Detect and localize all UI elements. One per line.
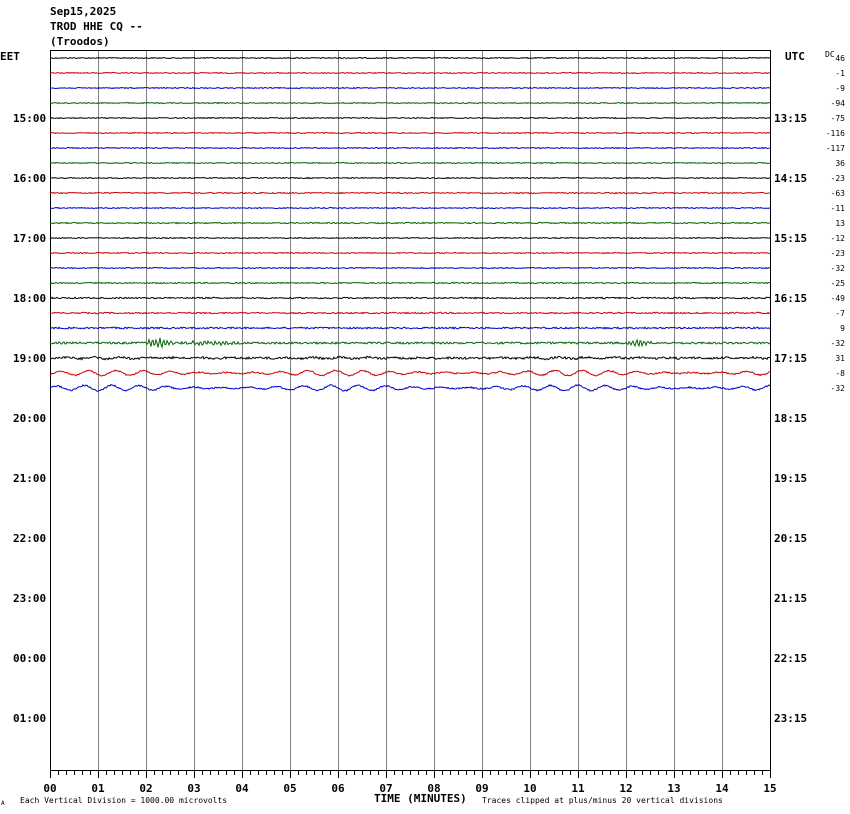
trace-line [49, 281, 771, 285]
dc-offset-label: 36 [835, 159, 845, 168]
dc-offset-label: -8 [835, 369, 845, 378]
trace-line [49, 56, 771, 60]
trace-line [49, 101, 771, 105]
dc-offset-label: -7 [835, 309, 845, 318]
dc-offset-label: -11 [831, 204, 846, 213]
vertical-division-note: Each Vertical Division = 1000.00 microvo… [20, 796, 228, 805]
left-hour-label: 22:00 [13, 532, 46, 545]
dc-offset-label: -32 [831, 264, 846, 273]
dc-offset-label: 13 [835, 219, 845, 228]
x-tick-label: 05 [283, 782, 296, 795]
right-hour-label: 21:15 [774, 592, 807, 605]
x-tick-label: 14 [715, 782, 729, 795]
trace-line [49, 296, 771, 300]
dc-offset-label: -32 [831, 339, 846, 348]
dc-offset-label: -12 [831, 234, 846, 243]
left-timezone-label: EET [0, 50, 20, 63]
x-tick-label: 13 [667, 782, 680, 795]
trace-line [49, 191, 771, 195]
dc-offset-label: -49 [831, 294, 846, 303]
right-hour-label: 20:15 [774, 532, 807, 545]
dc-offset-label: 9 [840, 324, 845, 333]
x-tick-label: 08 [427, 782, 440, 795]
x-tick-label: 04 [235, 782, 249, 795]
x-tick-label: 00 [43, 782, 56, 795]
dc-offset-label: -94 [831, 99, 846, 108]
x-tick-label: 06 [331, 782, 345, 795]
right-hour-label: 22:15 [774, 652, 807, 665]
trace-line [49, 251, 771, 255]
trace-line [49, 236, 771, 240]
dc-offset-label: -23 [831, 249, 846, 258]
dc-offset-label: -75 [831, 114, 846, 123]
trace-line [49, 206, 771, 210]
trace-line [49, 383, 771, 392]
trace-line [49, 176, 771, 180]
trace-line [49, 355, 771, 361]
dc-offset-label: -1 [835, 69, 845, 78]
right-hour-label: 14:15 [774, 172, 807, 185]
left-hour-label: 15:00 [13, 112, 46, 125]
seismic-traces [49, 56, 771, 392]
left-hour-label: 23:00 [13, 592, 46, 605]
dc-offset-label: 46 [835, 54, 845, 63]
left-hour-label: 21:00 [13, 472, 46, 485]
left-hour-label: 20:00 [13, 412, 46, 425]
station-location: (Troodos) [50, 35, 110, 48]
dc-offset-label: -25 [831, 279, 846, 288]
right-hour-label: 13:15 [774, 112, 807, 125]
x-axis-ticks [50, 770, 771, 778]
dc-offset-label: -23 [831, 174, 846, 183]
dc-offset-label: -117 [826, 144, 845, 153]
trace-line [49, 311, 771, 315]
dc-offset-label: -63 [831, 189, 846, 198]
left-hour-label: 18:00 [13, 292, 46, 305]
trace-line [49, 146, 771, 150]
dc-offset-label: -116 [826, 129, 845, 138]
dc-offset-label: -32 [831, 384, 846, 393]
corner-mark: A [1, 800, 5, 807]
dc-offset-label: 31 [835, 354, 845, 363]
x-tick-label: 09 [475, 782, 488, 795]
x-tick-label: 03 [187, 782, 200, 795]
trace-line [49, 369, 771, 377]
x-tick-label: 15 [763, 782, 776, 795]
axis-labels: 00 01 02 03 04 05 06 07 08 09 10 11 12 13 14 15 15:00 16:… [13, 54, 845, 795]
right-hour-label: 15:15 [774, 232, 807, 245]
station-code: TROD HHE CQ -- [50, 20, 143, 33]
x-tick-label: 01 [91, 782, 105, 795]
trace-line [49, 131, 771, 135]
trace-line [49, 71, 771, 75]
x-tick-label: 10 [523, 782, 536, 795]
left-hour-label: 17:00 [13, 232, 46, 245]
trace-line [49, 161, 771, 165]
x-tick-label: 11 [571, 782, 585, 795]
clip-note: Traces clipped at plus/minus 20 vertical… [482, 796, 723, 805]
right-hour-label: 19:15 [774, 472, 807, 485]
trace-line [49, 266, 771, 270]
left-hour-label: 01:00 [13, 712, 46, 725]
dc-offset-label: -9 [835, 84, 845, 93]
right-hour-label: 18:15 [774, 412, 807, 425]
left-hour-label: 16:00 [13, 172, 46, 185]
right-timezone-label: UTC [785, 50, 805, 63]
left-hour-label: 19:00 [13, 352, 46, 365]
trace-line [49, 116, 771, 120]
chart-date: Sep15,2025 [50, 5, 117, 18]
trace-line [49, 326, 771, 330]
right-hour-label: 16:15 [774, 292, 807, 305]
right-hour-label: 23:15 [774, 712, 807, 725]
dc-offset-header: DC [825, 50, 835, 59]
x-tick-label: 02 [139, 782, 152, 795]
x-tick-label: 07 [379, 782, 392, 795]
grid-lines [50, 50, 771, 771]
trace-line [49, 337, 771, 350]
left-hour-label: 00:00 [13, 652, 46, 665]
right-hour-label: 17:15 [774, 352, 807, 365]
x-tick-label: 12 [619, 782, 632, 795]
trace-line [49, 221, 771, 225]
x-axis-title: TIME (MINUTES) [374, 792, 467, 805]
trace-line [49, 86, 771, 90]
